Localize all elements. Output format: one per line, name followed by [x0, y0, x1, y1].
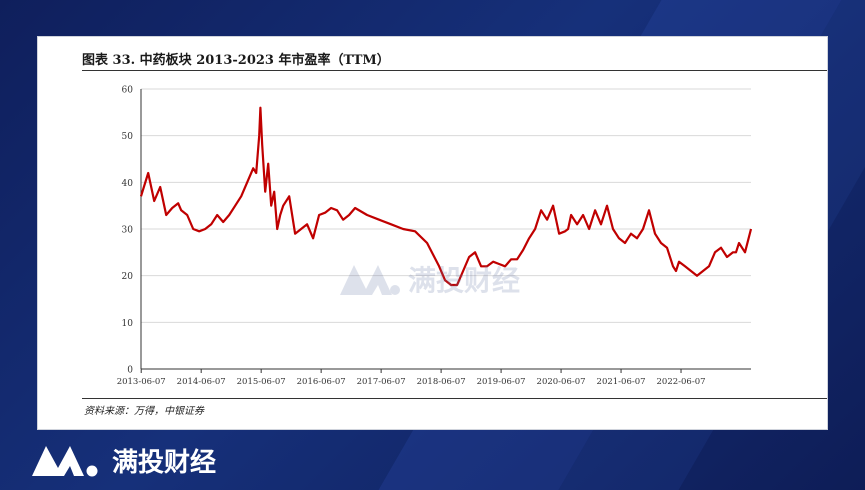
chart-title: 图表 33. 中药板块 2013-2023 年市盈率（TTM）: [82, 53, 390, 68]
x-tick-label: 2019-06-07: [477, 377, 526, 387]
source-rule: [82, 398, 827, 399]
x-tick-label: 2018-06-07: [417, 377, 466, 387]
brand: 满投财经: [30, 440, 216, 480]
y-tick-label: 40: [122, 179, 134, 189]
brand-text: 满投财经: [112, 447, 217, 478]
source-note: 资料来源：万得，中银证券: [84, 406, 204, 417]
y-tick-label: 20: [122, 272, 134, 282]
axes: [140, 89, 751, 373]
x-tick-label: 2022-06-07: [657, 377, 706, 387]
title-rule: [82, 70, 827, 71]
x-tick-label: 2014-06-07: [177, 377, 226, 387]
y-tick-labels: 0 10 20 30 40 50 60: [122, 86, 134, 376]
y-tick-label: 30: [122, 226, 134, 236]
x-tick-label: 2020-06-07: [537, 377, 586, 387]
y-tick-label: 50: [122, 132, 134, 142]
chart-panel: 图表 33. 中药板块 2013-2023 年市盈率（TTM） 0 10 20 30 4…: [37, 36, 828, 430]
y-tick-label: 60: [122, 86, 134, 96]
pe-line-chart: 0 10 20 30 40 50 60 2013-06-07 2014-06-07 2015-0…: [117, 86, 753, 387]
y-tick-label: 10: [122, 319, 134, 329]
x-tick-label: 2021-06-07: [597, 377, 646, 387]
brand-logo-icon: [32, 446, 98, 477]
grid-lines: [141, 88, 751, 323]
series-layer: [139, 106, 753, 287]
series-line-pe: [139, 106, 753, 287]
x-tick-labels: 2013-06-07 2014-06-07 2015-06-07 2016-06-07…: [117, 377, 706, 387]
x-tick-label: 2013-06-07: [117, 377, 166, 387]
x-tick-label: 2017-06-07: [357, 377, 406, 387]
y-tick-label: 0: [127, 366, 133, 376]
x-tick-label: 2016-06-07: [297, 377, 346, 387]
x-tick-label: 2015-06-07: [237, 377, 286, 387]
